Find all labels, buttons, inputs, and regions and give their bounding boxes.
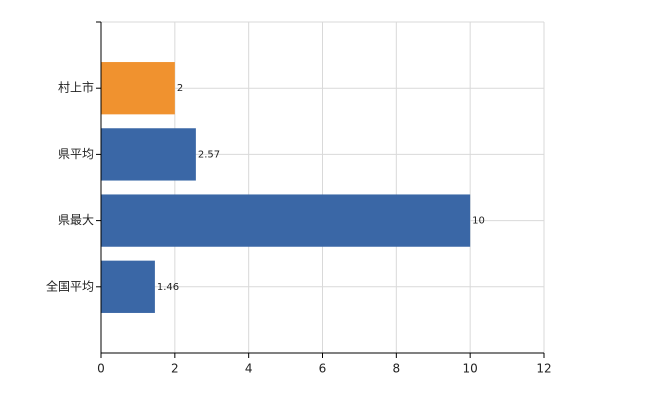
y-tick-label: 全国平均 xyxy=(46,278,94,293)
y-tick-label: 県最大 xyxy=(58,213,94,227)
value-label: 10 xyxy=(472,216,485,227)
x-tick-label: 0 xyxy=(97,362,105,376)
bar xyxy=(101,128,196,181)
y-tick-label: 村上市 xyxy=(58,80,94,95)
y-tick-label: 県平均 xyxy=(58,147,94,161)
bar xyxy=(101,260,155,313)
x-tick-label: 12 xyxy=(536,362,551,376)
bar xyxy=(101,194,471,247)
value-label: 1.46 xyxy=(157,282,179,293)
value-label: 2 xyxy=(177,83,183,94)
bar xyxy=(101,62,175,115)
x-tick-label: 4 xyxy=(245,362,253,376)
x-tick-label: 10 xyxy=(463,362,478,376)
x-tick-label: 8 xyxy=(393,362,401,376)
x-tick-label: 6 xyxy=(319,362,327,376)
value-label: 2.57 xyxy=(198,149,220,160)
x-tick-label: 2 xyxy=(171,362,179,376)
